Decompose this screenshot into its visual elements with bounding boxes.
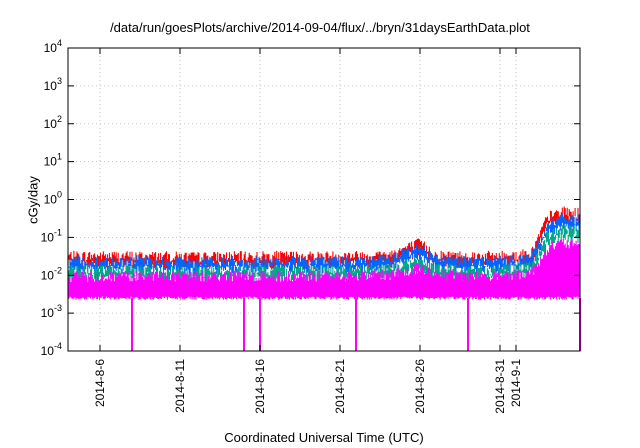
x-tick-label: 2014-8-16 xyxy=(253,359,267,414)
y-tick-label: 101 xyxy=(44,152,62,169)
y-tick-label: 100 xyxy=(44,190,62,207)
series-layer xyxy=(67,206,581,351)
y-tick-label: 10-2 xyxy=(41,265,62,282)
x-ticks: 2014-8-6 2014-8-11 2014-8-16 2014-8-21 2014-… xyxy=(93,48,523,414)
x-tick-label: 2014-8-11 xyxy=(173,359,187,413)
y-tick-label: 10-3 xyxy=(41,303,62,320)
x-axis-label: Coordinated Universal Time (UTC) xyxy=(224,430,424,445)
y-tick-label: 10-4 xyxy=(41,341,62,358)
x-tick-label: 2014-8-31 xyxy=(493,359,507,414)
x-tick-label: 2014-8-6 xyxy=(93,359,107,407)
x-tick-label: 2014-9-1 xyxy=(509,359,523,407)
y-tick-label: 104 xyxy=(44,38,62,55)
y-ticks: 10-4 10-3 10-2 10-1 100 101 102 103 104 xyxy=(41,38,580,358)
y-tick-label: 102 xyxy=(44,114,62,131)
x-tick-label: 2014-8-21 xyxy=(333,359,347,414)
series-0-line xyxy=(67,206,581,271)
y-axis-label: cGy/day xyxy=(25,176,41,224)
y-tick-label: 10-1 xyxy=(41,227,62,244)
y-tick-label: 103 xyxy=(44,76,62,93)
x-tick-label: 2014-8-26 xyxy=(413,359,427,414)
chart-title: /data/run/goesPlots/archive/2014-09-04/f… xyxy=(110,20,530,35)
grid xyxy=(68,47,580,352)
